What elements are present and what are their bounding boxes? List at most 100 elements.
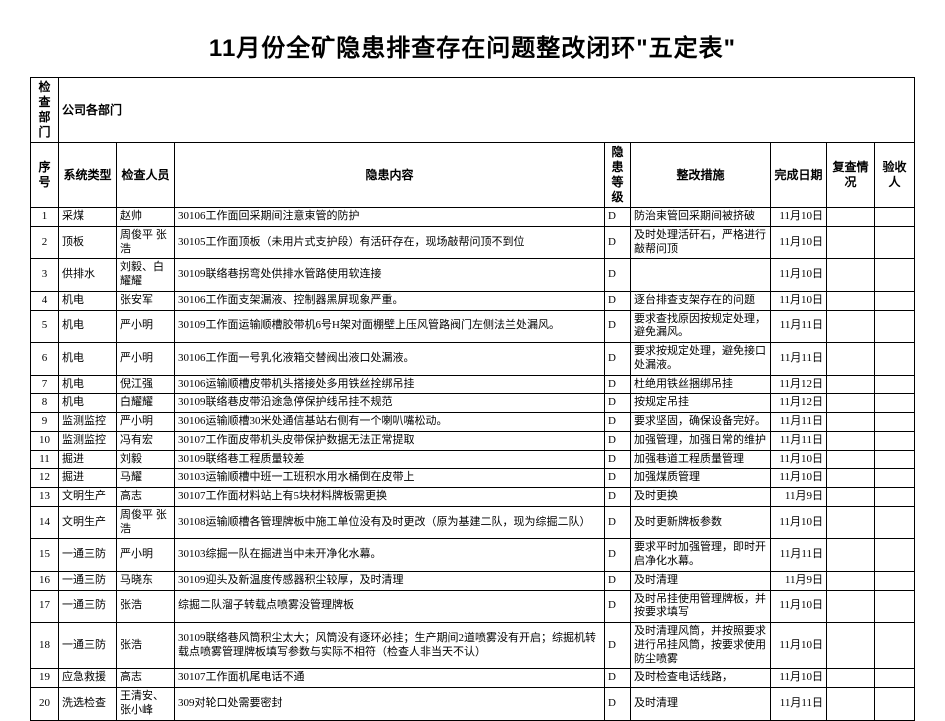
cell-seq: 13 [31, 488, 59, 507]
cell-review [826, 394, 874, 413]
cell-content: 30106运输顺槽30米处通信基站右侧有一个喇叭嘴松动。 [175, 413, 605, 432]
cell-acceptor [874, 590, 914, 623]
cell-grade: D [604, 394, 630, 413]
cell-system: 机电 [59, 375, 117, 394]
cell-measure: 及时清理 [630, 571, 770, 590]
table-row: 12掘进马耀30103运输顺槽中班一工班积水用水桶倒在皮带上D加强煤质管理11月… [31, 469, 915, 488]
cell-system: 顶板 [59, 226, 117, 259]
cell-system: 掘进 [59, 450, 117, 469]
col-acceptor: 验收人 [874, 143, 914, 208]
cell-content: 30109联络巷工程质量较差 [175, 450, 605, 469]
cell-system: 机电 [59, 394, 117, 413]
cell-acceptor [874, 450, 914, 469]
cell-date: 11月12日 [770, 394, 826, 413]
cell-review [826, 413, 874, 432]
cell-seq: 16 [31, 571, 59, 590]
cell-review [826, 450, 874, 469]
cell-content: 综掘二队溜子转载点喷雾没管理牌板 [175, 590, 605, 623]
cell-seq: 11 [31, 450, 59, 469]
cell-system: 一通三防 [59, 590, 117, 623]
cell-date: 11月10日 [770, 590, 826, 623]
cell-content: 30107工作面机尾电话不通 [175, 669, 605, 688]
cell-review [826, 688, 874, 721]
cell-acceptor [874, 310, 914, 343]
cell-acceptor [874, 413, 914, 432]
cell-grade: D [604, 226, 630, 259]
cell-measure: 及时吊挂使用管理牌板，并按要求填写 [630, 590, 770, 623]
cell-date: 11月11日 [770, 310, 826, 343]
cell-review [826, 539, 874, 572]
cell-content: 30108运输顺槽各管理牌板中施工单位没有及时更改（原为基建二队，现为综掘二队） [175, 506, 605, 539]
table-row: 15一通三防严小明30103综掘一队在掘进当中未开净化水幕。D要求平时加强管理，… [31, 539, 915, 572]
col-review: 复查情况 [826, 143, 874, 208]
table-row: 7机电倪江强30106运输顺槽皮带机头搭接处多用铁丝拴绑吊挂D杜绝用铁丝捆绑吊挂… [31, 375, 915, 394]
cell-system: 监测监控 [59, 431, 117, 450]
cell-date: 11月10日 [770, 623, 826, 669]
table-row: 14文明生产周俊平 张浩30108运输顺槽各管理牌板中施工单位没有及时更改（原为… [31, 506, 915, 539]
cell-grade: D [604, 539, 630, 572]
cell-inspector: 白耀耀 [117, 394, 175, 413]
cell-inspector: 张浩 [117, 590, 175, 623]
cell-system: 监测监控 [59, 413, 117, 432]
cell-seq: 10 [31, 431, 59, 450]
dept-row: 检查部门 公司各部门 [31, 78, 915, 143]
cell-measure: 及时清理 [630, 688, 770, 721]
cell-acceptor [874, 506, 914, 539]
cell-grade: D [604, 208, 630, 227]
col-date: 完成日期 [770, 143, 826, 208]
cell-review [826, 375, 874, 394]
cell-measure: 杜绝用铁丝捆绑吊挂 [630, 375, 770, 394]
cell-acceptor [874, 571, 914, 590]
table-body: 1采煤赵帅30106工作面回采期间注意束管的防护D防治束管回采期间被挤破11月1… [31, 208, 915, 721]
cell-content: 30107工作面皮带机头皮带保护数据无法正常提取 [175, 431, 605, 450]
cell-grade: D [604, 506, 630, 539]
cell-inspector: 严小明 [117, 539, 175, 572]
cell-date: 11月10日 [770, 469, 826, 488]
cell-review [826, 571, 874, 590]
cell-acceptor [874, 343, 914, 376]
cell-seq: 2 [31, 226, 59, 259]
table-row: 3供排水刘毅、白耀耀30109联络巷拐弯处供排水管路使用软连接D11月10日 [31, 259, 915, 292]
report-page: 11月份全矿隐患排查存在问题整改闭环"五定表" 检查部门 公司各部门 序号 系统… [0, 0, 945, 669]
cell-date: 11月10日 [770, 291, 826, 310]
cell-content: 30106工作面一号乳化液箱交替阀出液口处漏液。 [175, 343, 605, 376]
cell-acceptor [874, 375, 914, 394]
cell-measure: 按规定吊挂 [630, 394, 770, 413]
cell-date: 11月10日 [770, 450, 826, 469]
cell-inspector: 严小明 [117, 310, 175, 343]
cell-system: 机电 [59, 343, 117, 376]
cell-content: 30107工作面材料站上有5块材料牌板需更换 [175, 488, 605, 507]
table-row: 9监测监控严小明30106运输顺槽30米处通信基站右侧有一个喇叭嘴松动。D要求坚… [31, 413, 915, 432]
cell-content: 30109迎头及新温度传感器积尘较厚，及时清理 [175, 571, 605, 590]
cell-grade: D [604, 375, 630, 394]
cell-measure: 及时处理活矸石，严格进行敲帮问顶 [630, 226, 770, 259]
cell-seq: 15 [31, 539, 59, 572]
cell-content: 30109联络巷皮带沿途急停保护线吊挂不规范 [175, 394, 605, 413]
cell-system: 机电 [59, 310, 117, 343]
cell-date: 11月11日 [770, 343, 826, 376]
cell-review [826, 506, 874, 539]
cell-inspector: 高志 [117, 669, 175, 688]
cell-content: 30106运输顺槽皮带机头搭接处多用铁丝拴绑吊挂 [175, 375, 605, 394]
table-row: 10监测监控冯有宏30107工作面皮带机头皮带保护数据无法正常提取D加强管理，加… [31, 431, 915, 450]
cell-date: 11月10日 [770, 226, 826, 259]
cell-measure: 及时清理风筒，并按照要求进行吊挂风筒，按要求使用防尘喷雾 [630, 623, 770, 669]
cell-grade: D [604, 688, 630, 721]
cell-inspector: 严小明 [117, 343, 175, 376]
cell-grade: D [604, 259, 630, 292]
cell-measure: 要求按规定处理，避免接口处漏液。 [630, 343, 770, 376]
cell-seq: 8 [31, 394, 59, 413]
cell-content: 30103运输顺槽中班一工班积水用水桶倒在皮带上 [175, 469, 605, 488]
cell-acceptor [874, 226, 914, 259]
cell-measure [630, 259, 770, 292]
cell-seq: 19 [31, 669, 59, 688]
table-row: 11掘进刘毅30109联络巷工程质量较差D加强巷道工程质量管理11月10日 [31, 450, 915, 469]
cell-measure: 要求平时加强管理，即时开启净化水幕。 [630, 539, 770, 572]
cell-date: 11月11日 [770, 413, 826, 432]
table-row: 1采煤赵帅30106工作面回采期间注意束管的防护D防治束管回采期间被挤破11月1… [31, 208, 915, 227]
cell-inspector: 张安军 [117, 291, 175, 310]
table-row: 20洗选检查王清安、张小峰309对轮口处需要密封D及时清理11月11日 [31, 688, 915, 721]
cell-seq: 6 [31, 343, 59, 376]
cell-inspector: 周俊平 张浩 [117, 226, 175, 259]
cell-date: 11月11日 [770, 539, 826, 572]
